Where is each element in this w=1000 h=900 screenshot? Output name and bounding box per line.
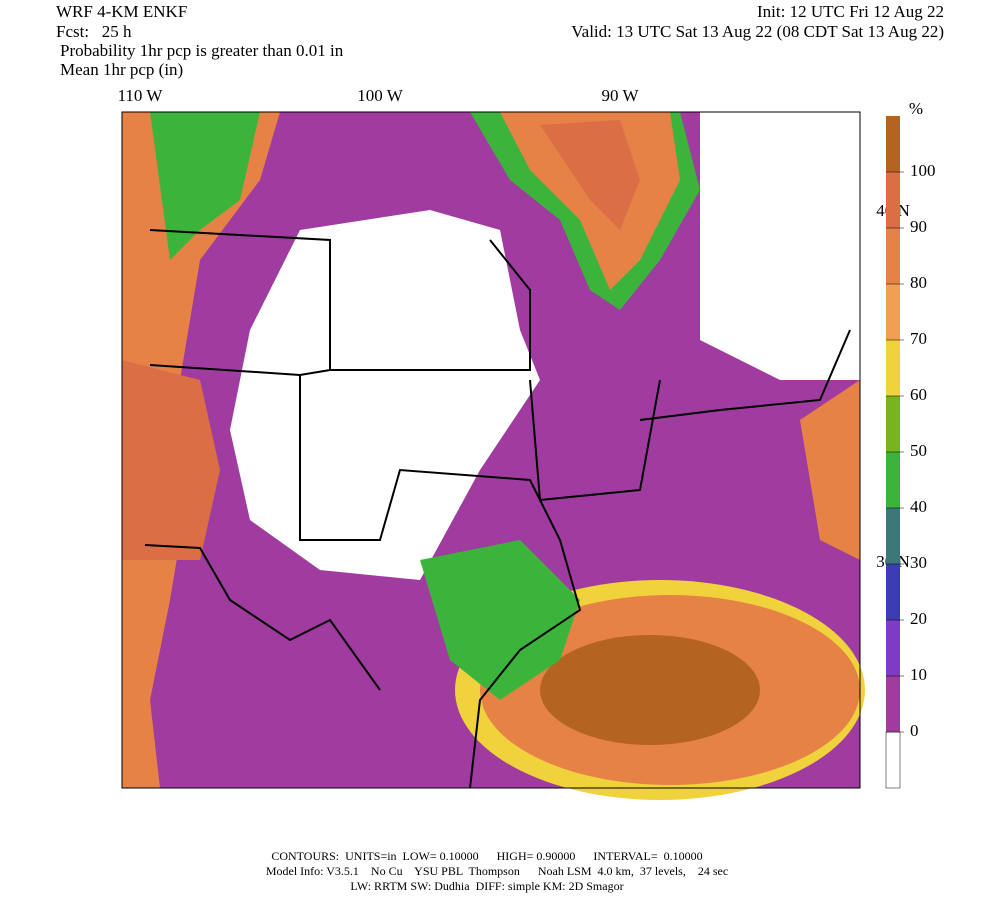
colorbar-tick-label: 40 bbox=[910, 497, 927, 516]
colorbar-tick-label: 0 bbox=[910, 721, 919, 740]
longitude-label: 110 W bbox=[118, 86, 164, 105]
field-area bbox=[540, 120, 640, 230]
colorbar-tick-label: 90 bbox=[910, 217, 927, 236]
colorbar-segment bbox=[886, 396, 900, 452]
field-area bbox=[420, 540, 580, 700]
map-field bbox=[121, 111, 865, 800]
longitude-label: 100 W bbox=[357, 86, 403, 105]
colorbar-tick-label: 20 bbox=[910, 609, 927, 628]
colorbar-segment bbox=[886, 340, 900, 396]
colorbar: 0 10 20 30 40 50 60 70 80 90 100 bbox=[885, 116, 936, 789]
colorbar-segment bbox=[886, 284, 900, 340]
colorbar-segment bbox=[886, 564, 900, 620]
border-line bbox=[149, 229, 331, 377]
colorbar-segment bbox=[886, 172, 900, 228]
border-line bbox=[144, 544, 381, 691]
colorbar-segment bbox=[886, 116, 900, 172]
field-area bbox=[150, 112, 260, 260]
forecast-hour: Fcst: 25 h bbox=[56, 22, 132, 41]
field-area bbox=[540, 635, 760, 745]
colorbar-segment bbox=[886, 228, 900, 284]
field-area bbox=[500, 112, 680, 290]
colorbar-segment bbox=[886, 620, 900, 676]
border-line bbox=[299, 375, 582, 789]
border-line bbox=[529, 379, 661, 502]
field-area bbox=[122, 112, 280, 788]
footer-contours: CONTOURS: UNITS=in LOW= 0.10000 HIGH= 0.… bbox=[271, 849, 702, 863]
colorbar-unit: % bbox=[909, 99, 923, 118]
colorbar-tick-label: 60 bbox=[910, 385, 927, 404]
field-subtitle: Mean 1hr pcp (in) bbox=[60, 60, 183, 79]
field-area bbox=[800, 380, 860, 560]
colorbar-segment bbox=[886, 676, 900, 732]
longitude-label: 90 W bbox=[602, 86, 640, 105]
field-area bbox=[230, 210, 540, 580]
field-area bbox=[122, 360, 220, 560]
colorbar-tick-label: 50 bbox=[910, 441, 927, 460]
map-frame bbox=[121, 111, 861, 789]
valid-time: Valid: 13 UTC Sat 13 Aug 22 (08 CDT Sat … bbox=[571, 22, 944, 41]
footer-physics: LW: RRTM SW: Dudhia DIFF: simple KM: 2D … bbox=[350, 879, 623, 893]
colorbar-tick-label: 10 bbox=[910, 665, 927, 684]
field-title: Probability 1hr pcp is greater than 0.01… bbox=[60, 41, 344, 60]
init-time: Init: 12 UTC Fri 12 Aug 22 bbox=[757, 2, 944, 21]
model-name: WRF 4-KM ENKF bbox=[56, 2, 187, 21]
colorbar-tick-label: 70 bbox=[910, 329, 927, 348]
colorbar-tick-label: 30 bbox=[910, 553, 927, 572]
footer-model-info: Model Info: V3.5.1 No Cu YSU PBL Thompso… bbox=[266, 864, 728, 878]
colorbar-segment bbox=[886, 452, 900, 508]
colorbar-tick-label: 80 bbox=[910, 273, 927, 292]
field-area bbox=[700, 112, 860, 380]
border-line bbox=[639, 329, 851, 421]
colorbar-tick-label: 100 bbox=[910, 161, 936, 180]
colorbar-segment bbox=[886, 508, 900, 564]
colorbar-segment bbox=[885, 731, 901, 789]
